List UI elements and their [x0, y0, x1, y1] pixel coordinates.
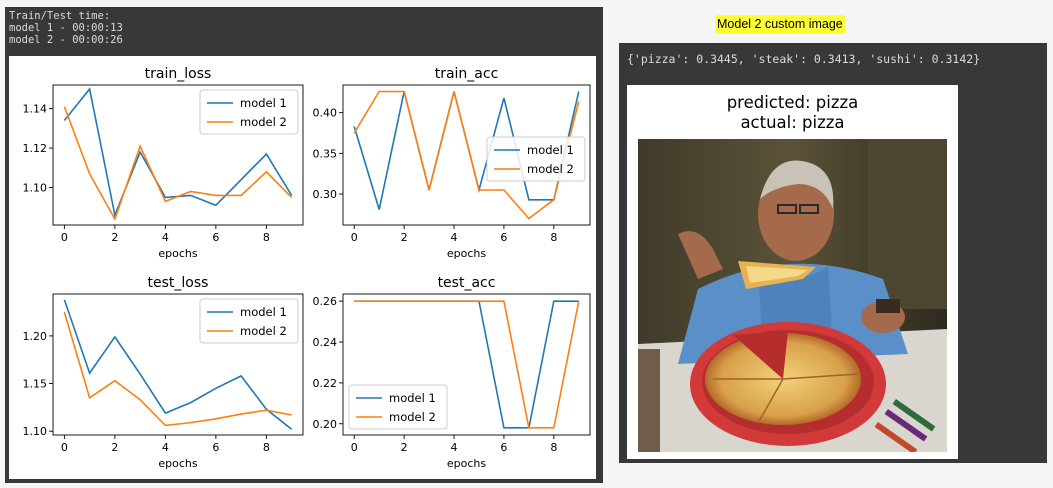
legend-label: model 2 — [240, 324, 287, 338]
x-tick-label: 4 — [451, 441, 458, 454]
console-line: model 1 - 00:00:13 — [9, 22, 123, 34]
x-tick-label: 6 — [212, 441, 219, 454]
x-tick-label: 2 — [401, 441, 408, 454]
custom-image-output-cell: {'pizza': 0.3445, 'steak': 0.3413, 'sush… — [619, 43, 1047, 463]
x-tick-label: 2 — [401, 231, 408, 244]
legend-label: model 1 — [527, 143, 574, 157]
training-output-cell: Train/Test time: model 1 - 00:00:13 mode… — [5, 7, 603, 483]
series-line-2 — [353, 90, 580, 220]
x-tick-label: 6 — [500, 231, 507, 244]
legend-box — [199, 298, 299, 344]
legend-label: model 2 — [389, 410, 436, 424]
prediction-probabilities: {'pizza': 0.3445, 'steak': 0.3413, 'sush… — [627, 52, 981, 66]
y-tick-label: 1.20 — [23, 330, 48, 343]
legend-box — [348, 384, 448, 430]
plot-frame — [52, 84, 304, 226]
prediction-figure: predicted: pizza actual: pizza — [627, 85, 958, 459]
y-tick-label: 0.40 — [313, 107, 338, 120]
x-tick-label: 6 — [212, 231, 219, 244]
series-line-2 — [63, 311, 292, 427]
y-tick-label: 0.22 — [313, 377, 338, 390]
x-tick-label: 4 — [451, 231, 458, 244]
x-tick-label: 8 — [550, 231, 557, 244]
x-tick-label: 0 — [351, 231, 358, 244]
x-tick-label: 0 — [61, 441, 68, 454]
x-tick-label: 6 — [500, 441, 507, 454]
prediction-caption: predicted: pizza actual: pizza — [627, 93, 958, 133]
legend-label: model 2 — [240, 115, 287, 129]
x-tick-label: 2 — [111, 441, 118, 454]
x-axis-label: epochs — [158, 457, 197, 470]
chart-title: train_acc — [435, 66, 499, 82]
chart-title: test_acc — [438, 275, 496, 291]
plot-frame — [342, 84, 591, 226]
x-axis-label: epochs — [447, 457, 486, 470]
y-tick-label: 0.24 — [313, 336, 338, 349]
y-tick-label: 0.35 — [313, 147, 338, 160]
legend-box — [486, 136, 586, 182]
y-tick-label: 1.10 — [23, 182, 48, 195]
y-tick-label: 0.26 — [313, 295, 338, 308]
legend-label: model 2 — [527, 162, 574, 176]
series-line-2 — [63, 106, 293, 222]
x-tick-label: 0 — [61, 231, 68, 244]
x-tick-label: 2 — [111, 231, 118, 244]
chart-title: test_loss — [148, 275, 209, 291]
y-tick-label: 1.14 — [23, 103, 48, 116]
series-line-2 — [354, 300, 580, 429]
x-tick-label: 8 — [263, 441, 270, 454]
pizza-photo — [638, 139, 947, 452]
x-tick-label: 4 — [162, 231, 169, 244]
y-tick-label: 0.20 — [313, 418, 338, 431]
plot-frame — [52, 293, 304, 436]
y-tick-label: 1.12 — [23, 142, 48, 155]
x-tick-label: 0 — [351, 441, 358, 454]
y-tick-label: 1.15 — [23, 378, 48, 391]
legend-label: model 1 — [240, 96, 287, 110]
predicted-label: predicted: pizza — [726, 93, 859, 112]
loss-accuracy-figure: train_loss 0 2 4 6 8 1.10 1.12 1.14 epochs model 1… — [9, 56, 596, 479]
charts-svg: train_loss 0 2 4 6 8 1.10 1.12 1.14 epochs model 1… — [23, 66, 591, 470]
x-axis-label: epochs — [158, 247, 197, 260]
x-tick-label: 8 — [550, 441, 557, 454]
legend-label: model 1 — [389, 391, 436, 405]
actual-label: actual: pizza — [740, 113, 845, 132]
x-tick-label: 8 — [263, 231, 270, 244]
console-line: Train/Test time: — [9, 10, 111, 22]
y-tick-label: 0.30 — [313, 188, 338, 201]
plot-frame — [342, 293, 591, 436]
x-tick-label: 4 — [162, 441, 169, 454]
chart-title: train_loss — [145, 66, 212, 82]
training-time-output: Train/Test time: model 1 - 00:00:13 mode… — [9, 10, 123, 46]
custom-image-heading: Model 2 custom image — [715, 15, 845, 34]
series-line-1 — [63, 299, 293, 430]
legend-box — [199, 89, 299, 135]
console-line: model 2 - 00:00:26 — [9, 34, 123, 46]
x-axis-label: epochs — [447, 247, 486, 260]
legend-label: model 1 — [240, 305, 287, 319]
y-tick-label: 1.10 — [23, 425, 48, 438]
